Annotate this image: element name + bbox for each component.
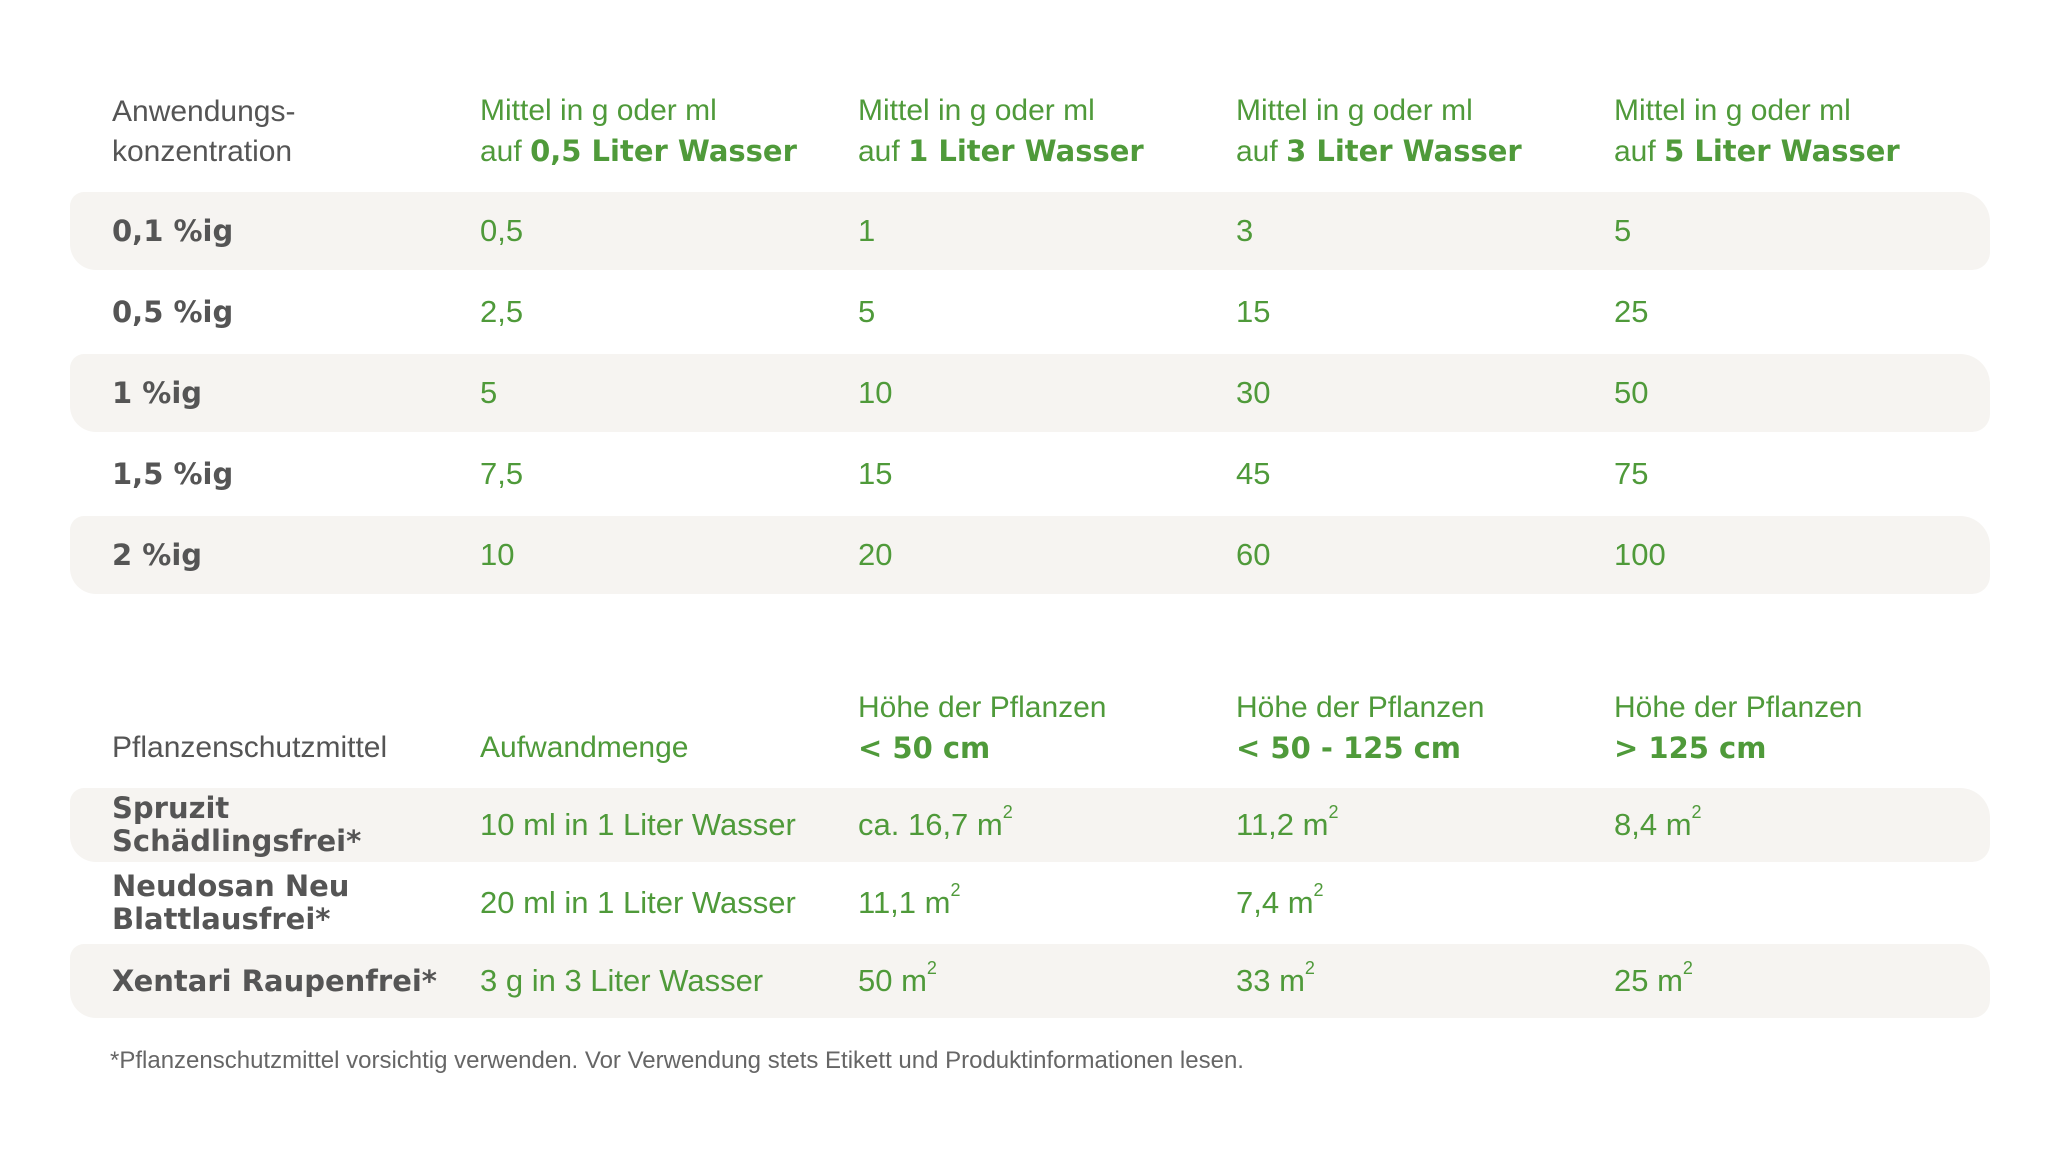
table-row: 1 %ig 5 10 30 50 <box>70 352 1990 434</box>
table-row: Xentari Raupenfrei* 3 g in 3 Liter Wasse… <box>70 942 1990 1020</box>
row-label: 2 %ig <box>112 537 203 572</box>
product-table: Pflanzenschutzmittel Aufwandmenge Höhe d… <box>70 672 1990 1020</box>
product-name: Neudosan Neu Blattlausfrei* <box>112 869 350 936</box>
table-cell: 3 g in 3 Liter Wasser <box>480 963 764 998</box>
table-cell: 60 <box>1236 537 1271 572</box>
table-row: 0,5 %ig 2,5 5 15 25 <box>70 272 1990 352</box>
table-cell: 2,5 <box>480 294 524 329</box>
table-cell: 5 <box>858 294 876 329</box>
table-cell: 75 <box>1614 456 1649 491</box>
concentration-table: Anwendungs- konzentration Mittel in g od… <box>70 80 1990 596</box>
header-concentration: Anwendungs- konzentration <box>112 95 296 168</box>
table-cell: 11,1 m2 <box>858 880 961 920</box>
table-cell: 8,4 m2 <box>1614 802 1702 842</box>
table-cell: 10 <box>480 537 515 572</box>
table-cell: 10 <box>858 375 893 410</box>
table-row: 2 %ig 10 20 60 100 <box>70 514 1990 596</box>
footnote: *Pflanzenschutzmittel vorsichtig verwend… <box>110 1047 1244 1074</box>
table-row: 1,5 %ig 7,5 15 45 75 <box>70 434 1990 514</box>
table-cell: 20 ml in 1 Liter Wasser <box>480 885 796 920</box>
header-height-medium: Höhe der Pflanzen < 50 - 125 cm <box>1236 691 1485 765</box>
table-cell: 11,2 m2 <box>1236 802 1339 842</box>
table-row: Spruzit Schädlingsfrei* 10 ml in 1 Liter… <box>70 786 1990 864</box>
table-cell: 1 <box>858 213 876 248</box>
row-label: 0,1 %ig <box>112 213 234 248</box>
header-product: Pflanzenschutzmittel <box>112 731 388 764</box>
product-name: Xentari Raupenfrei* <box>112 963 437 998</box>
table-cell: 33 m2 <box>1236 958 1315 998</box>
header-height-small: Höhe der Pflanzen < 50 cm <box>858 691 1107 765</box>
table-row: 0,1 %ig 0,5 1 3 5 <box>70 190 1990 272</box>
header-amount: Aufwandmenge <box>480 731 689 764</box>
header-water-5: Mittel in g oder ml auf 5 Liter Wasser <box>1614 94 1900 168</box>
table-cell: 7,5 <box>480 456 524 491</box>
row-label: 0,5 %ig <box>112 294 234 329</box>
header-water-0-5: Mittel in g oder ml auf 0,5 Liter Wasser <box>480 94 797 168</box>
table-cell: 45 <box>1236 456 1271 491</box>
table-cell: 7,4 m2 <box>1236 880 1324 920</box>
table-cell: 50 <box>1614 375 1649 410</box>
header-height-large: Höhe der Pflanzen > 125 cm <box>1614 691 1863 765</box>
product-table-header: Pflanzenschutzmittel Aufwandmenge Höhe d… <box>70 672 1990 786</box>
table-cell: 5 <box>1614 213 1632 248</box>
row-label: 1,5 %ig <box>112 456 234 491</box>
table-cell: 25 m2 <box>1614 958 1693 998</box>
table-cell: 25 <box>1614 294 1649 329</box>
table-cell: ca. 16,7 m2 <box>858 802 1013 842</box>
product-name: Spruzit Schädlingsfrei* <box>112 791 362 858</box>
table-row: Neudosan Neu Blattlausfrei* 20 ml in 1 L… <box>70 864 1990 942</box>
table-cell: 3 <box>1236 213 1254 248</box>
header-water-3: Mittel in g oder ml auf 3 Liter Wasser <box>1236 94 1522 168</box>
table-cell: 30 <box>1236 375 1271 410</box>
concentration-table-header: Anwendungs- konzentration Mittel in g od… <box>70 80 1990 190</box>
table-cell: 20 <box>858 537 893 572</box>
header-water-1: Mittel in g oder ml auf 1 Liter Wasser <box>858 94 1144 168</box>
row-label: 1 %ig <box>112 375 203 410</box>
table-cell: 50 m2 <box>858 958 937 998</box>
table-cell: 15 <box>858 456 893 491</box>
table-cell: 15 <box>1236 294 1271 329</box>
table-cell: 0,5 <box>480 213 524 248</box>
table-cell: 100 <box>1614 537 1666 572</box>
table-cell: 5 <box>480 375 498 410</box>
table-cell: 10 ml in 1 Liter Wasser <box>480 807 796 842</box>
